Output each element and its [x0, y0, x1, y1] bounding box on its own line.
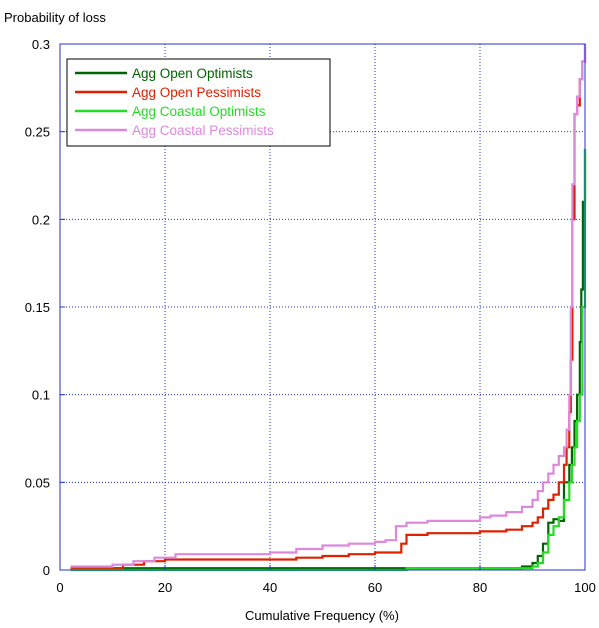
series-line-3 [70, 44, 587, 568]
x-axis-label: Cumulative Frequency (%) [245, 608, 399, 623]
y-tick-label: 0.25 [25, 125, 50, 140]
legend-label: Agg Open Optimists [132, 66, 253, 81]
y-tick-label: 0.05 [25, 475, 50, 490]
y-tick-label: 0.15 [25, 300, 50, 315]
x-tick-label: 60 [368, 580, 382, 595]
legend-label: Agg Open Pessimists [132, 85, 261, 100]
legend-label: Agg Coastal Pessimists [132, 123, 274, 138]
x-tick-label: 40 [263, 580, 277, 595]
y-tick-label: 0 [43, 563, 50, 578]
axis-ticks: 0 20 40 60 80 100 0 0.05 0.1 0.15 0.2 0.25 0.3 [25, 37, 596, 595]
y-tick-label: 0.1 [32, 388, 50, 403]
x-tick-label: 0 [56, 580, 63, 595]
y-axis-label: Probability of loss [4, 10, 106, 25]
series-line-2 [70, 149, 587, 572]
y-tick-label: 0.3 [32, 37, 50, 52]
x-tick-label: 100 [574, 580, 596, 595]
x-tick-label: 80 [473, 580, 487, 595]
x-tick-label: 20 [158, 580, 172, 595]
series-layer [70, 44, 587, 572]
legend-label: Agg Coastal Optimists [132, 104, 266, 119]
y-tick-label: 0.2 [32, 212, 50, 227]
legend: Agg Open Optimists Agg Open Pessimists Agg… [66, 58, 331, 147]
